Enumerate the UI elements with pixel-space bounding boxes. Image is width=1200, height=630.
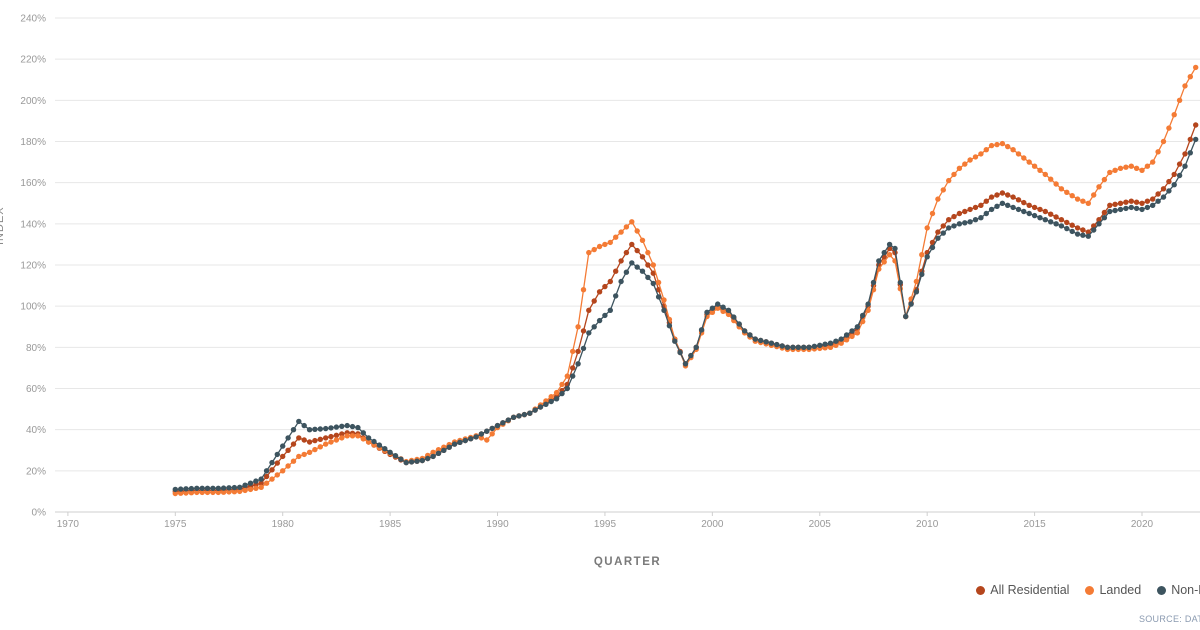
svg-text:2015: 2015 [1023, 519, 1046, 530]
svg-text:1990: 1990 [486, 519, 509, 530]
legend-dot-icon [1157, 585, 1167, 595]
legend-label: Landed [1099, 583, 1142, 597]
price-index-chart[interactable]: 0% 20% 40% 60% 80% 100% 120% 140% 160% 180% 200% 22… [0, 0, 1200, 540]
y-axis-title: INDEX [0, 206, 6, 245]
svg-text:2000: 2000 [701, 519, 724, 530]
svg-text:2005: 2005 [809, 519, 832, 530]
legend-dot-icon [976, 585, 986, 595]
svg-text:1970: 1970 [57, 519, 80, 530]
svg-text:220%: 220% [20, 55, 46, 66]
svg-text:80%: 80% [26, 343, 46, 354]
svg-text:60%: 60% [26, 384, 46, 395]
legend-item-non-landed[interactable]: Non-Landed [1157, 583, 1200, 597]
svg-text:140%: 140% [20, 219, 46, 230]
svg-text:1975: 1975 [164, 519, 187, 530]
svg-text:20%: 20% [26, 466, 46, 477]
svg-text:120%: 120% [20, 261, 46, 272]
svg-text:40%: 40% [26, 425, 46, 436]
x-axis-title: QUARTER [593, 556, 662, 568]
svg-text:1985: 1985 [379, 519, 402, 530]
legend-label: Non-Landed [1171, 583, 1200, 597]
svg-text:2020: 2020 [1131, 519, 1154, 530]
svg-text:0%: 0% [32, 508, 47, 519]
svg-text:180%: 180% [20, 137, 46, 148]
svg-text:1980: 1980 [272, 519, 295, 530]
legend-item-all-residential[interactable]: All Residential [976, 583, 1069, 597]
svg-text:240%: 240% [20, 14, 46, 25]
legend-item-landed[interactable]: Landed [1085, 583, 1141, 597]
chart-canvas[interactable]: 0% 20% 40% 60% 80% 100% 120% 140% 160% 180% 200% 22… [0, 0, 1200, 540]
svg-text:160%: 160% [20, 178, 46, 189]
legend-label: All Residential [990, 583, 1070, 597]
svg-text:100%: 100% [20, 302, 46, 313]
source-note: SOURCE: DATA.GOV.SG [1138, 614, 1200, 624]
legend: All Residential Landed Non-Landed [976, 583, 1200, 597]
legend-dot-icon [1085, 585, 1095, 595]
svg-text:1995: 1995 [594, 519, 617, 530]
svg-text:200%: 200% [20, 96, 46, 107]
svg-text:2010: 2010 [916, 519, 939, 530]
